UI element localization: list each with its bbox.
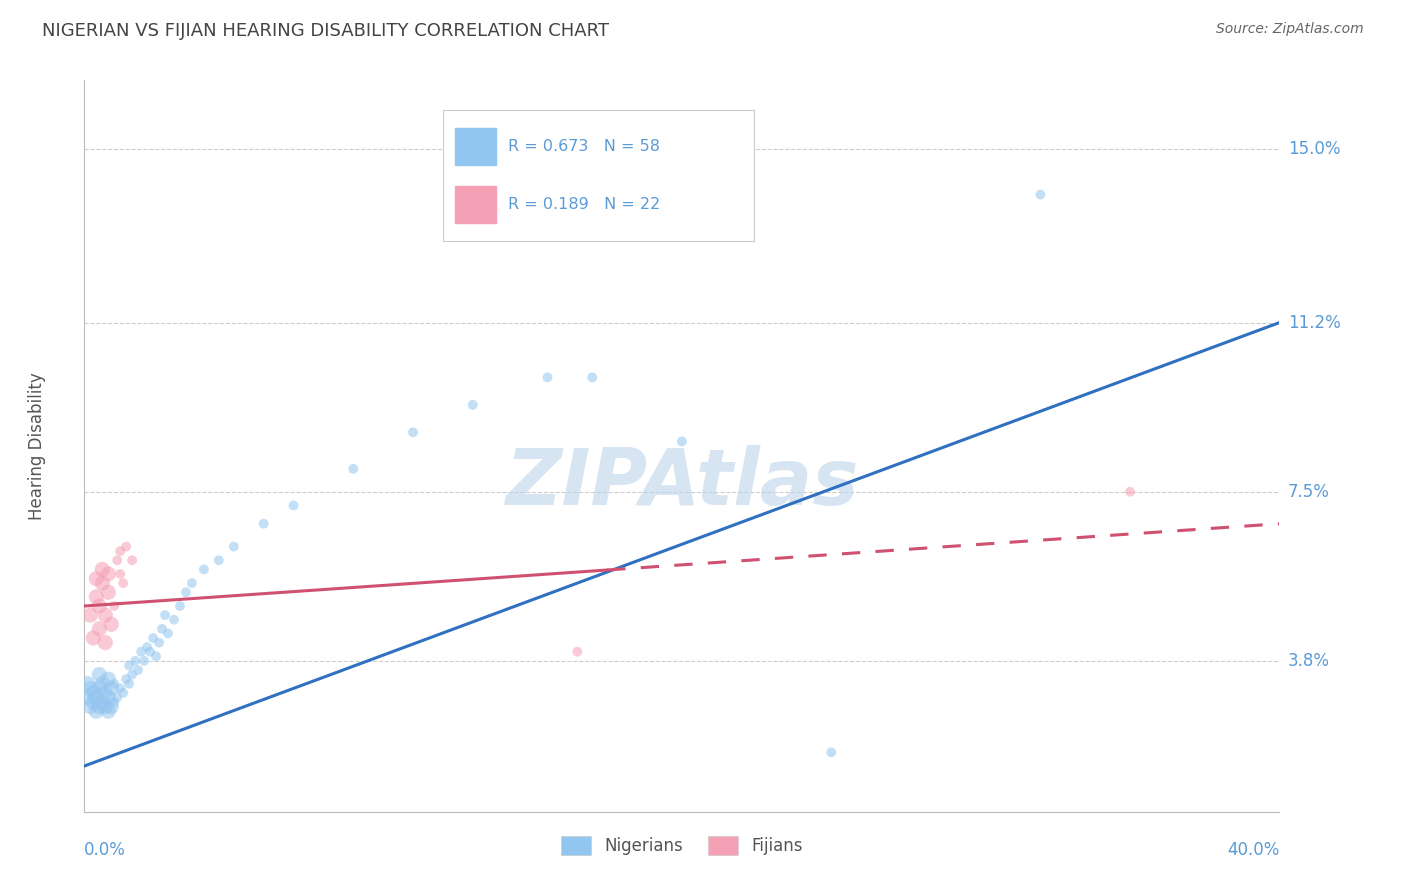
Legend: Nigerians, Fijians: Nigerians, Fijians bbox=[554, 830, 810, 862]
Point bbox=[174, 585, 197, 599]
Point bbox=[153, 608, 176, 623]
Point bbox=[94, 608, 117, 623]
Point bbox=[79, 699, 101, 714]
Point bbox=[105, 690, 128, 705]
Text: 0.0%: 0.0% bbox=[84, 841, 127, 859]
Point bbox=[94, 635, 117, 649]
Point bbox=[112, 576, 135, 591]
Point bbox=[97, 585, 120, 599]
Point bbox=[115, 672, 138, 686]
Point bbox=[118, 658, 141, 673]
Point bbox=[139, 645, 162, 659]
Point bbox=[1119, 484, 1142, 499]
Point bbox=[103, 676, 125, 690]
Text: 11.2%: 11.2% bbox=[1288, 314, 1340, 332]
Point bbox=[82, 695, 104, 709]
Point bbox=[89, 599, 111, 613]
Point bbox=[103, 599, 125, 613]
Point bbox=[402, 425, 425, 440]
Point bbox=[97, 672, 120, 686]
Point bbox=[150, 622, 173, 636]
Point bbox=[110, 681, 132, 696]
Text: 7.5%: 7.5% bbox=[1288, 483, 1330, 500]
Point bbox=[86, 572, 108, 586]
Point bbox=[91, 676, 114, 690]
Point bbox=[112, 686, 135, 700]
Point bbox=[97, 567, 120, 582]
Point bbox=[100, 681, 122, 696]
Point bbox=[110, 567, 132, 582]
Point bbox=[110, 544, 132, 558]
Point bbox=[148, 635, 170, 649]
Point bbox=[82, 631, 104, 645]
Point bbox=[181, 576, 204, 591]
Point bbox=[89, 681, 111, 696]
Point bbox=[97, 690, 120, 705]
Point bbox=[671, 434, 693, 449]
Point bbox=[145, 649, 167, 664]
Point bbox=[567, 645, 589, 659]
Point bbox=[222, 540, 245, 554]
Point bbox=[581, 370, 603, 384]
Point bbox=[89, 622, 111, 636]
Point bbox=[89, 667, 111, 681]
Point bbox=[283, 499, 305, 513]
Point bbox=[121, 667, 143, 681]
Point bbox=[1029, 187, 1052, 202]
Point bbox=[820, 745, 842, 759]
Point bbox=[461, 398, 484, 412]
Point bbox=[129, 645, 152, 659]
Point bbox=[94, 699, 117, 714]
Point bbox=[163, 613, 186, 627]
Point bbox=[132, 654, 156, 668]
Point bbox=[142, 631, 165, 645]
Point bbox=[193, 562, 215, 576]
Point bbox=[115, 540, 138, 554]
Point bbox=[94, 686, 117, 700]
Point bbox=[100, 699, 122, 714]
Point bbox=[76, 690, 98, 705]
Point bbox=[536, 370, 558, 384]
Point bbox=[79, 681, 101, 696]
Point bbox=[100, 617, 122, 632]
Point bbox=[342, 462, 364, 476]
Point bbox=[103, 695, 125, 709]
Point bbox=[89, 699, 111, 714]
Point bbox=[127, 663, 149, 677]
Point bbox=[136, 640, 159, 655]
Text: 40.0%: 40.0% bbox=[1227, 841, 1279, 859]
Point bbox=[86, 690, 108, 705]
Point bbox=[76, 676, 98, 690]
Point bbox=[118, 676, 141, 690]
Text: Source: ZipAtlas.com: Source: ZipAtlas.com bbox=[1216, 22, 1364, 37]
Point bbox=[86, 590, 108, 604]
Point bbox=[79, 608, 101, 623]
Text: 3.8%: 3.8% bbox=[1288, 652, 1330, 670]
Text: Hearing Disability: Hearing Disability bbox=[28, 372, 45, 520]
Point bbox=[121, 553, 143, 567]
Point bbox=[124, 654, 146, 668]
Point bbox=[97, 704, 120, 718]
Point bbox=[86, 704, 108, 718]
Point bbox=[157, 626, 180, 640]
Point bbox=[105, 553, 128, 567]
Text: NIGERIAN VS FIJIAN HEARING DISABILITY CORRELATION CHART: NIGERIAN VS FIJIAN HEARING DISABILITY CO… bbox=[42, 22, 609, 40]
Point bbox=[169, 599, 191, 613]
Point bbox=[91, 562, 114, 576]
Point bbox=[82, 686, 104, 700]
Point bbox=[91, 695, 114, 709]
Point bbox=[253, 516, 276, 531]
Text: ZIPAtlas: ZIPAtlas bbox=[505, 444, 859, 521]
Point bbox=[91, 576, 114, 591]
Text: 15.0%: 15.0% bbox=[1288, 140, 1340, 158]
Point bbox=[208, 553, 231, 567]
